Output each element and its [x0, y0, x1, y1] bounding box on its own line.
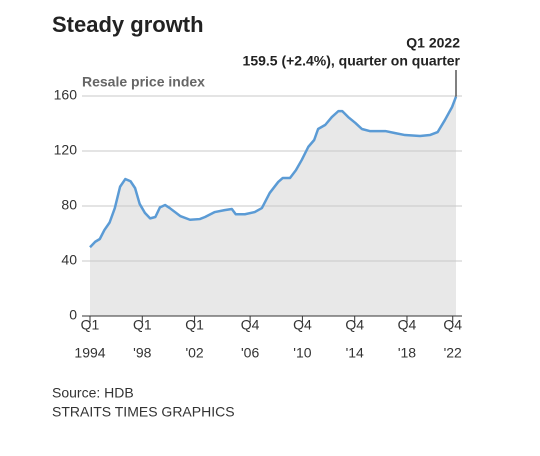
x-tick-label: Q1 — [185, 317, 204, 333]
y-tick-label: 40 — [61, 252, 77, 268]
x-tick-label: Q4 — [398, 317, 417, 333]
x-tick-label: '02 — [185, 345, 203, 361]
x-tick-label: '22 — [444, 345, 462, 361]
x-tick-label: Q4 — [293, 317, 312, 333]
y-axis-label: Resale price index — [82, 74, 205, 90]
y-tick-label: 120 — [54, 142, 78, 158]
y-tick-label: 80 — [61, 197, 77, 213]
y-tick-label: 160 — [54, 87, 78, 103]
x-tick-label: '10 — [293, 345, 311, 361]
x-tick-label: '06 — [241, 345, 259, 361]
x-tick-label: '18 — [398, 345, 416, 361]
line — [89, 96, 458, 249]
x-tick-label: Q1 — [133, 317, 152, 333]
x-tick-label: 1994 — [74, 345, 105, 361]
x-tick-label: Q1 — [81, 317, 100, 333]
x-tick-label: '98 — [133, 345, 151, 361]
annotation: 159.5 (+2.4%), quarter on quarter — [243, 53, 461, 69]
x-tick-label: Q4 — [443, 317, 462, 333]
x-tick-label: Q4 — [241, 317, 260, 333]
y-tick-label: 0 — [69, 307, 77, 323]
x-tick-label: Q4 — [345, 317, 364, 333]
credit: STRAITS TIMES GRAPHICS — [52, 404, 235, 420]
chart-title: Steady growth — [52, 12, 204, 37]
annotation-title: Q1 2022 — [406, 35, 460, 51]
x-tick-label: '14 — [346, 345, 364, 361]
source: Source: HDB — [52, 385, 134, 401]
